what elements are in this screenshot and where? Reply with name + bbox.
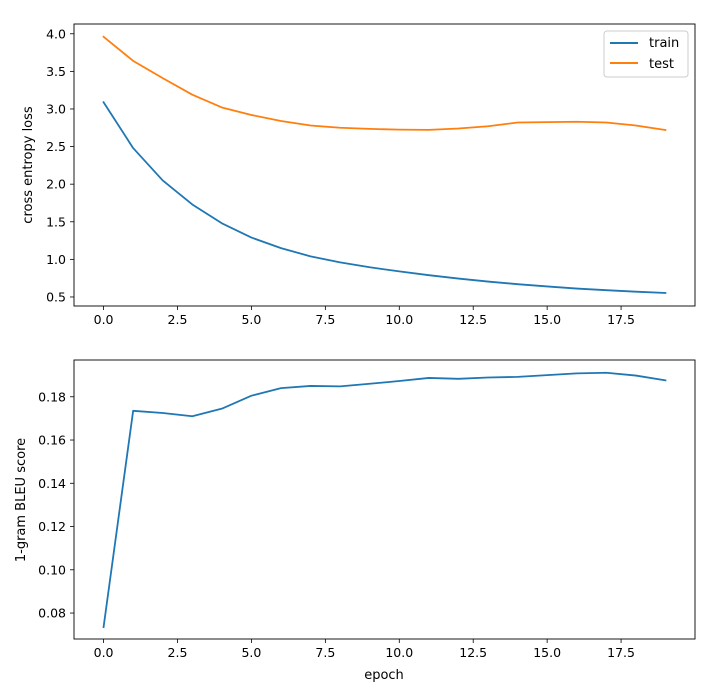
- loss-y-tick-label: 3.5: [46, 64, 66, 79]
- loss-x-tick-label: 5.0: [241, 312, 261, 327]
- bleu-x-tick-label: 2.5: [168, 645, 188, 660]
- loss-y-axis-label: cross entropy loss: [21, 106, 36, 224]
- bleu-y-tick-label: 0.16: [38, 433, 66, 448]
- loss-y-tick-label: 3.0: [46, 101, 66, 116]
- loss-x-tick-label: 2.5: [168, 312, 188, 327]
- loss-y-axis: 0.5 1.0 1.5 2.0 2.5 3.0 3.5 4.0: [46, 26, 74, 304]
- bleu-y-tick-label: 0.08: [38, 606, 66, 621]
- loss-series-group: [102, 35, 667, 294]
- bleu-x-tick-label: 5.0: [241, 645, 261, 660]
- loss-y-tick-label: 4.0: [46, 26, 66, 41]
- loss-y-tick-label: 2.5: [46, 139, 66, 154]
- loss-train-line: [102, 100, 667, 294]
- bleu-x-tick-label: 10.0: [385, 645, 413, 660]
- bleu-y-axis: 0.08 0.10 0.12 0.14 0.16 0.18: [38, 389, 74, 621]
- loss-x-tick-label: 10.0: [385, 312, 413, 327]
- bleu-y-tick-label: 0.12: [38, 519, 66, 534]
- bleu-series-group: [102, 371, 667, 629]
- loss-y-tick-label: 1.0: [46, 252, 66, 267]
- loss-x-tick-label: 0.0: [94, 312, 114, 327]
- loss-test-line: [102, 35, 667, 132]
- bleu-x-tick-label: 12.5: [459, 645, 487, 660]
- bleu-x-axis-label: epoch: [364, 668, 404, 683]
- legend-train-label: train: [649, 36, 679, 51]
- loss-x-tick-label: 17.5: [607, 312, 635, 327]
- bleu-chart: 0.0 2.5 5.0 7.5 10.0 12.5 15.0 17.5 0.08 0.10 0.1…: [14, 359, 696, 683]
- loss-x-tick-label: 7.5: [315, 312, 335, 327]
- loss-y-tick-label: 2.0: [46, 177, 66, 192]
- bleu-x-tick-label: 0.0: [94, 645, 114, 660]
- loss-x-tick-label: 15.0: [533, 312, 561, 327]
- loss-chart: 0.0 2.5 5.0 7.5 10.0 12.5 15.0 17.5 0.5 1.0 1.5 2.…: [21, 23, 696, 327]
- bleu-y-tick-label: 0.14: [38, 476, 66, 491]
- bleu-y-tick-label: 0.10: [38, 562, 66, 577]
- bleu-x-tick-label: 17.5: [607, 645, 635, 660]
- bleu-x-tick-label: 7.5: [315, 645, 335, 660]
- loss-chart-frame: [73, 23, 696, 307]
- loss-y-tick-label: 0.5: [46, 289, 66, 304]
- loss-x-axis: 0.0 2.5 5.0 7.5 10.0 12.5 15.0 17.5: [94, 306, 635, 327]
- bleu-y-tick-label: 0.18: [38, 389, 66, 404]
- bleu-series-line: [102, 371, 667, 629]
- bleu-y-axis-label: 1-gram BLEU score: [14, 438, 29, 562]
- legend-test-label: test: [649, 57, 674, 72]
- loss-x-tick-label: 12.5: [459, 312, 487, 327]
- bleu-chart-frame: [73, 359, 696, 640]
- loss-y-tick-label: 1.5: [46, 214, 66, 229]
- bleu-x-axis: 0.0 2.5 5.0 7.5 10.0 12.5 15.0 17.5: [94, 639, 635, 660]
- bleu-x-tick-label: 15.0: [533, 645, 561, 660]
- legend: train test: [603, 30, 689, 78]
